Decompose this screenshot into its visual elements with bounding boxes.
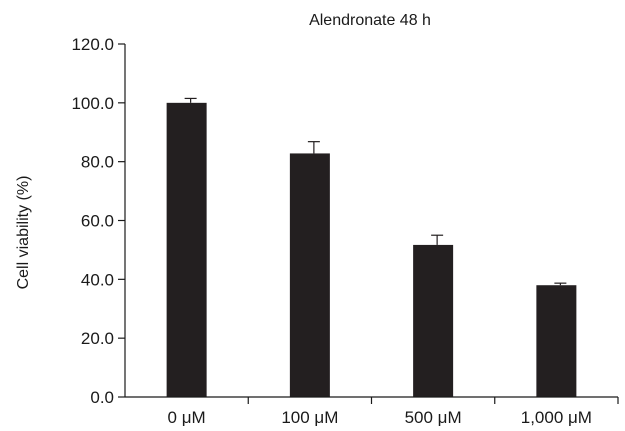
chart-title: Alendronate 48 h — [309, 12, 431, 29]
y-axis-ticks: 0.0 20.0 40.0 60.0 80.0 100.0 120.0 — [71, 35, 125, 407]
y-tick-label: 120.0 — [71, 35, 114, 54]
bar — [166, 102, 207, 397]
bar — [289, 153, 330, 397]
x-axis-ticks: 0 μM 100 μM 500 μM 1,000 μM — [168, 397, 619, 427]
x-tick-label: 0 μM — [168, 408, 206, 427]
y-tick-label: 0.0 — [90, 388, 114, 407]
y-tick-label: 80.0 — [81, 153, 114, 172]
y-tick-label: 60.0 — [81, 212, 114, 231]
y-tick-label: 40.0 — [81, 270, 114, 289]
y-axis-label: Cell viability (%) — [15, 176, 32, 290]
y-tick-label: 20.0 — [81, 329, 114, 348]
bar-series — [166, 102, 577, 397]
x-tick-label: 100 μM — [281, 408, 338, 427]
bar — [413, 244, 454, 397]
x-tick-label: 1,000 μM — [521, 408, 592, 427]
error-bars — [184, 97, 567, 286]
x-tick-label: 500 μM — [405, 408, 462, 427]
y-tick-label: 100.0 — [71, 94, 114, 113]
bar — [536, 285, 577, 397]
